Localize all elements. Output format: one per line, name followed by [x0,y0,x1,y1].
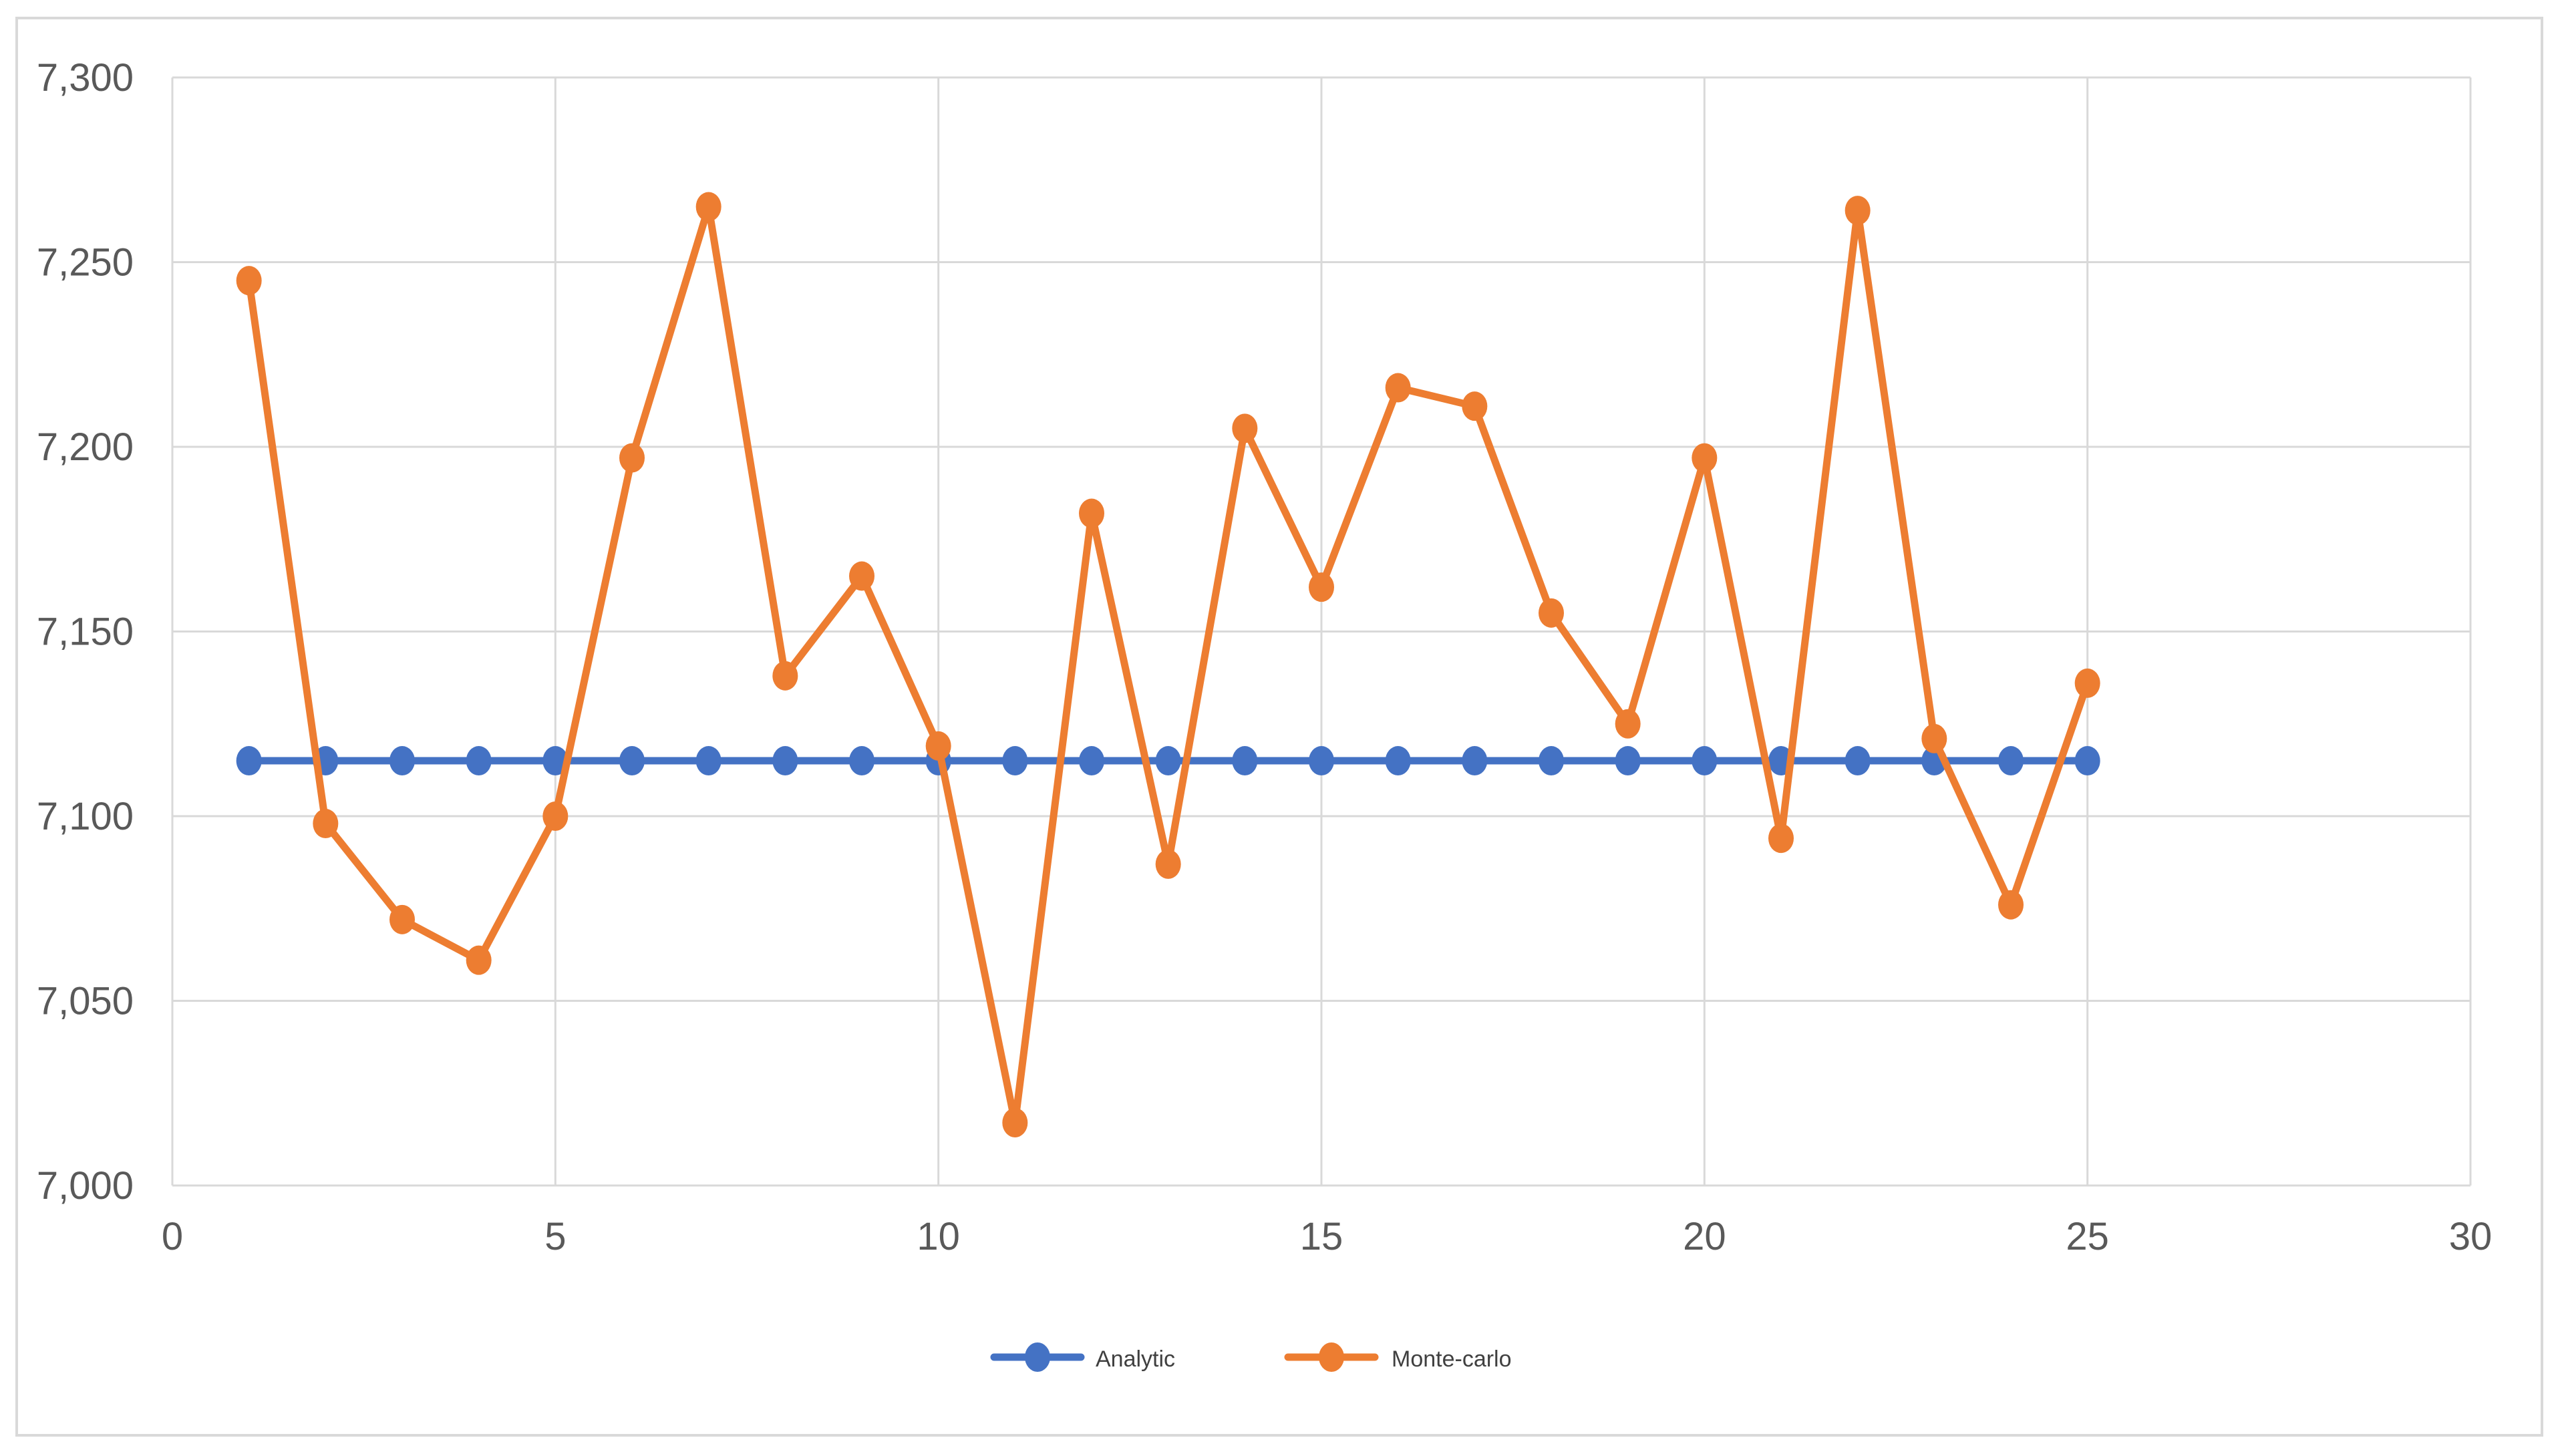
data-point [849,561,874,591]
data-point [542,746,569,776]
legend-label: Analytic [1096,1346,1175,1372]
y-tick-label: 7,000 [37,1164,134,1208]
y-tick-label: 7,300 [37,56,134,100]
series-plot-area [236,192,2100,1137]
data-point [1232,413,1258,443]
series-monte-carlo [236,192,2100,1137]
x-tick-label: 5 [544,1215,566,1258]
data-point [925,731,951,761]
data-point [1385,373,1411,403]
data-point [389,904,415,934]
legend-item: Monte-carlo [1284,1342,1512,1372]
data-point [1998,746,2024,776]
data-point [1079,498,1104,528]
legend-label: Monte-carlo [1392,1346,1512,1372]
data-point [2074,746,2100,776]
y-tick-label: 7,100 [37,795,134,838]
data-point [466,746,492,776]
chart-border [15,17,2543,1437]
data-point [1462,391,1488,421]
x-tick-label: 20 [1683,1215,1726,1258]
x-tick-label: 10 [917,1215,960,1258]
data-point [1462,746,1488,776]
data-point [772,661,798,691]
data-point [1539,746,1564,776]
x-tick-label: 0 [162,1215,183,1258]
data-point [2074,668,2100,698]
x-tick-label: 15 [1300,1215,1343,1258]
data-point [849,746,874,776]
data-point [313,809,339,839]
data-point [619,746,645,776]
x-tick-label: 30 [2449,1215,2493,1258]
data-point [772,746,798,776]
x-axis-tick-labels: 0 5 10 15 20 25 30 [162,1215,2492,1258]
data-point [1385,746,1411,776]
data-point [1079,746,1104,776]
data-point [1309,746,1334,776]
y-axis-tick-labels: 7,000 7,050 7,100 7,150 7,200 7,250 7,300 [37,56,134,1208]
data-point [1155,746,1181,776]
data-point [619,443,645,473]
data-point [236,746,262,776]
data-point [695,192,722,222]
data-point [1615,709,1641,739]
x-tick-label: 25 [2066,1215,2109,1258]
data-point [1692,746,1718,776]
y-tick-label: 7,150 [37,610,134,654]
data-point [1539,598,1564,628]
data-point [1155,849,1181,879]
data-point [1845,196,1871,226]
data-point [466,945,492,975]
legend-swatch-marker [1025,1342,1050,1372]
y-tick-label: 7,050 [37,980,134,1023]
data-point [1232,746,1258,776]
data-point [1692,443,1718,473]
data-point [1921,723,1947,753]
y-tick-label: 7,250 [37,241,134,285]
legend-swatch-marker [1319,1342,1344,1372]
legend-item: Analytic [990,1342,1175,1372]
y-tick-label: 7,200 [37,425,134,469]
data-point [1998,890,2024,920]
data-point [1309,572,1334,602]
data-point [695,746,722,776]
data-point [1002,1107,1028,1137]
data-point [1615,746,1641,776]
data-point [389,746,415,776]
data-point [1768,824,1794,854]
data-point [1002,746,1028,776]
data-point [542,801,569,831]
legend: Analytic Monte-carlo [990,1342,1512,1372]
data-point [236,266,262,296]
data-point [1845,746,1871,776]
series-analytic [236,746,2100,776]
